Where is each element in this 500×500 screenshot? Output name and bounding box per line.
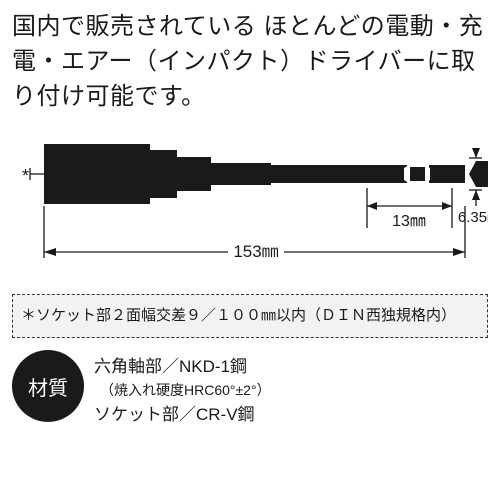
svg-text:6.35㎜: 6.35㎜ (458, 209, 488, 226)
dimension-diagram: * (12, 128, 488, 288)
svg-text:153㎜: 153㎜ (233, 242, 278, 261)
asterisk-marker: * (22, 166, 29, 186)
material-line-1: 六角軸部／NKD-1鋼 (94, 354, 271, 380)
tolerance-note: ＊ソケット部２面幅交差９／１００㎜以内（ＤＩＮ西独規格内） (12, 294, 488, 338)
svg-text:13㎜: 13㎜ (392, 213, 426, 230)
product-description: 国内で販売されている ほとんどの電動・充電・エアー（インパクト）ドライバーに取り… (12, 10, 488, 114)
material-line-1-sub: （焼入れ硬度HRC60°±2°） (100, 380, 271, 402)
material-text: 六角軸部／NKD-1鋼 （焼入れ硬度HRC60°±2°） ソケット部／CR-V鋼 (94, 350, 271, 428)
material-badge: 材質 (12, 350, 84, 422)
dim-shank: 13㎜ (367, 188, 452, 230)
material-line-2: ソケット部／CR-V鋼 (94, 402, 271, 428)
material-section: 材質 六角軸部／NKD-1鋼 （焼入れ硬度HRC60°±2°） ソケット部／CR… (12, 350, 488, 428)
bit-silhouette: * (22, 144, 465, 204)
hex-end-view (469, 161, 488, 187)
